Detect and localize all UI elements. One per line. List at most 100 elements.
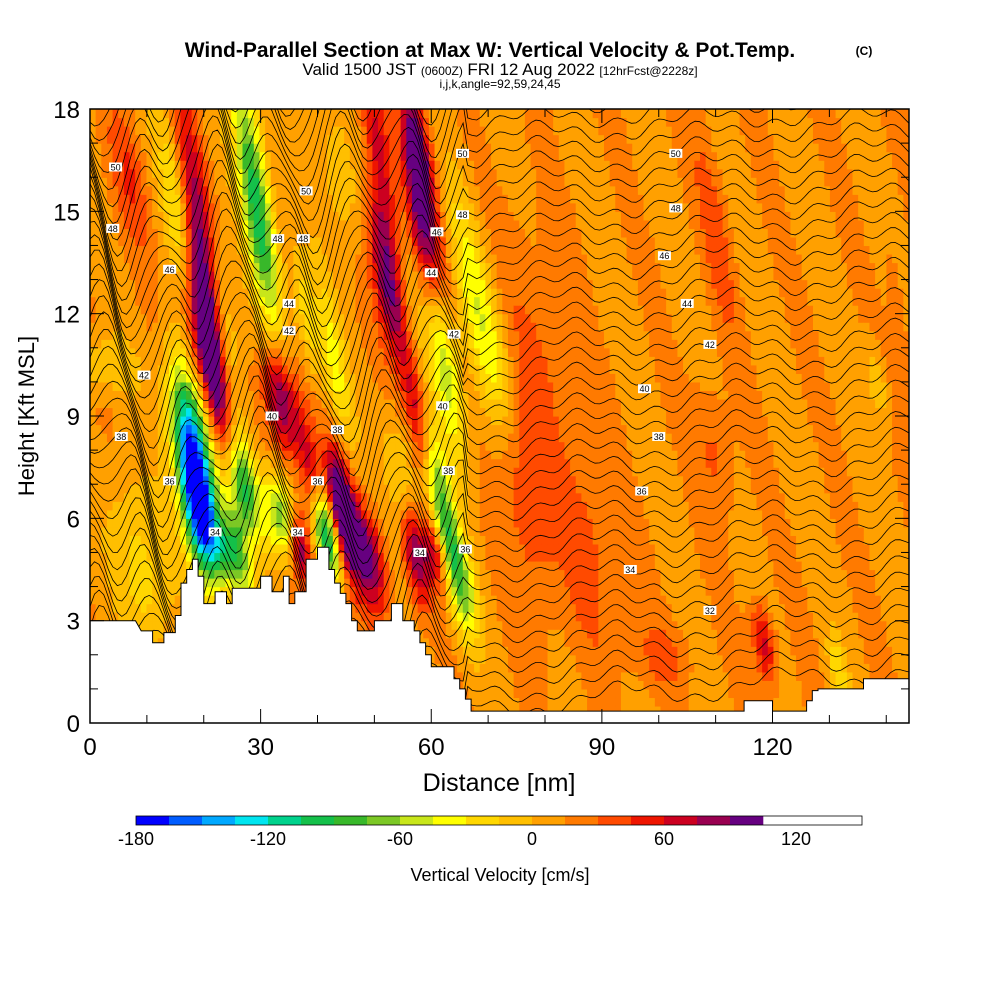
field-cell: [157, 194, 165, 204]
field-cell: [423, 279, 430, 289]
field-cell: [140, 194, 148, 204]
field-cell: [219, 296, 227, 306]
field-cell: [219, 330, 227, 340]
field-cell: [355, 202, 362, 212]
field-cell: [191, 151, 198, 161]
field-cell: [474, 117, 481, 127]
field-cell: [101, 126, 108, 136]
field-cell: [231, 236, 238, 247]
field-cell: [372, 467, 379, 477]
field-cell: [468, 381, 475, 392]
field-cell: [180, 416, 187, 426]
field-cell: [389, 288, 396, 298]
field-cell: [349, 279, 357, 289]
field-cell: [389, 578, 396, 588]
field-cell: [157, 288, 165, 298]
field-cell: [378, 501, 385, 511]
field-cell: [332, 356, 340, 366]
field-cell: [146, 356, 153, 366]
field-cell: [389, 509, 396, 519]
field-cell: [140, 211, 148, 221]
field-cell: [174, 313, 181, 323]
field-cell: [146, 219, 153, 229]
field-cell: [95, 475, 102, 485]
field-cell: [321, 526, 328, 536]
field-cell: [123, 467, 131, 477]
field-cell: [248, 364, 255, 374]
field-cell: [248, 398, 255, 409]
field-cell: [202, 535, 210, 545]
field-cell: [383, 603, 390, 613]
field-cell: [395, 305, 402, 315]
field-cell: [321, 253, 328, 264]
field-cell: [310, 271, 317, 281]
field-cell: [208, 151, 215, 161]
field-cell: [315, 416, 323, 426]
field-cell: [270, 194, 277, 204]
field-cell: [479, 646, 486, 656]
field-cell: [304, 288, 311, 298]
field-cell: [202, 450, 210, 460]
field-cell: [106, 560, 114, 571]
field-cell: [270, 126, 277, 136]
field-cell: [378, 526, 385, 536]
field-cell: [321, 185, 328, 195]
field-cell: [90, 467, 97, 477]
field-cell: [395, 296, 402, 306]
field-cell: [152, 467, 159, 477]
field-cell: [174, 450, 181, 460]
field-cell: [355, 595, 362, 605]
field-cell: [214, 407, 221, 417]
field-cell: [400, 202, 407, 212]
field-cell: [163, 160, 170, 170]
field-cell: [225, 518, 232, 528]
field-cell: [304, 356, 311, 366]
field-cell: [191, 492, 198, 502]
field-cell: [310, 509, 317, 519]
field-cell: [434, 637, 441, 647]
field-cell: [332, 271, 340, 281]
field-cell: [169, 569, 176, 579]
field-cell: [332, 322, 340, 332]
field-cell: [197, 288, 204, 298]
field-cell: [202, 151, 210, 161]
field-cell: [259, 501, 266, 511]
field-cell: [174, 271, 181, 281]
field-cell: [332, 458, 340, 468]
field-cell: [248, 253, 255, 264]
field-cell: [332, 467, 340, 477]
field-cell: [202, 356, 210, 366]
field-cell: [462, 416, 470, 426]
field-cell: [383, 569, 390, 579]
field-cell: [417, 228, 424, 238]
field-cell: [406, 185, 413, 195]
field-cell: [434, 262, 441, 272]
field-cell: [253, 484, 261, 494]
field-cell: [434, 194, 441, 204]
field-cell: [378, 518, 385, 528]
field-cell: [202, 194, 210, 204]
field-cell: [440, 407, 447, 417]
field-cell: [174, 279, 181, 289]
field-cell: [157, 262, 165, 272]
field-cell: [423, 202, 430, 212]
field-cell: [282, 543, 289, 554]
field-cell: [338, 381, 345, 392]
field-cell: [163, 467, 170, 477]
field-cell: [186, 373, 193, 383]
field-cell: [214, 185, 221, 195]
field-cell: [129, 117, 136, 127]
field-cell: [462, 202, 470, 212]
field-cell: [186, 202, 193, 212]
field-cell: [400, 603, 407, 613]
field-cell: [479, 612, 486, 622]
field-cell: [349, 194, 357, 204]
field-cell: [157, 595, 165, 605]
field-cell: [361, 330, 368, 340]
field-cell: [219, 313, 227, 323]
field-cell: [378, 185, 385, 195]
field-cell: [112, 416, 119, 426]
field-cell: [135, 578, 142, 588]
field-cell: [112, 381, 119, 392]
field-cell: [383, 390, 390, 400]
